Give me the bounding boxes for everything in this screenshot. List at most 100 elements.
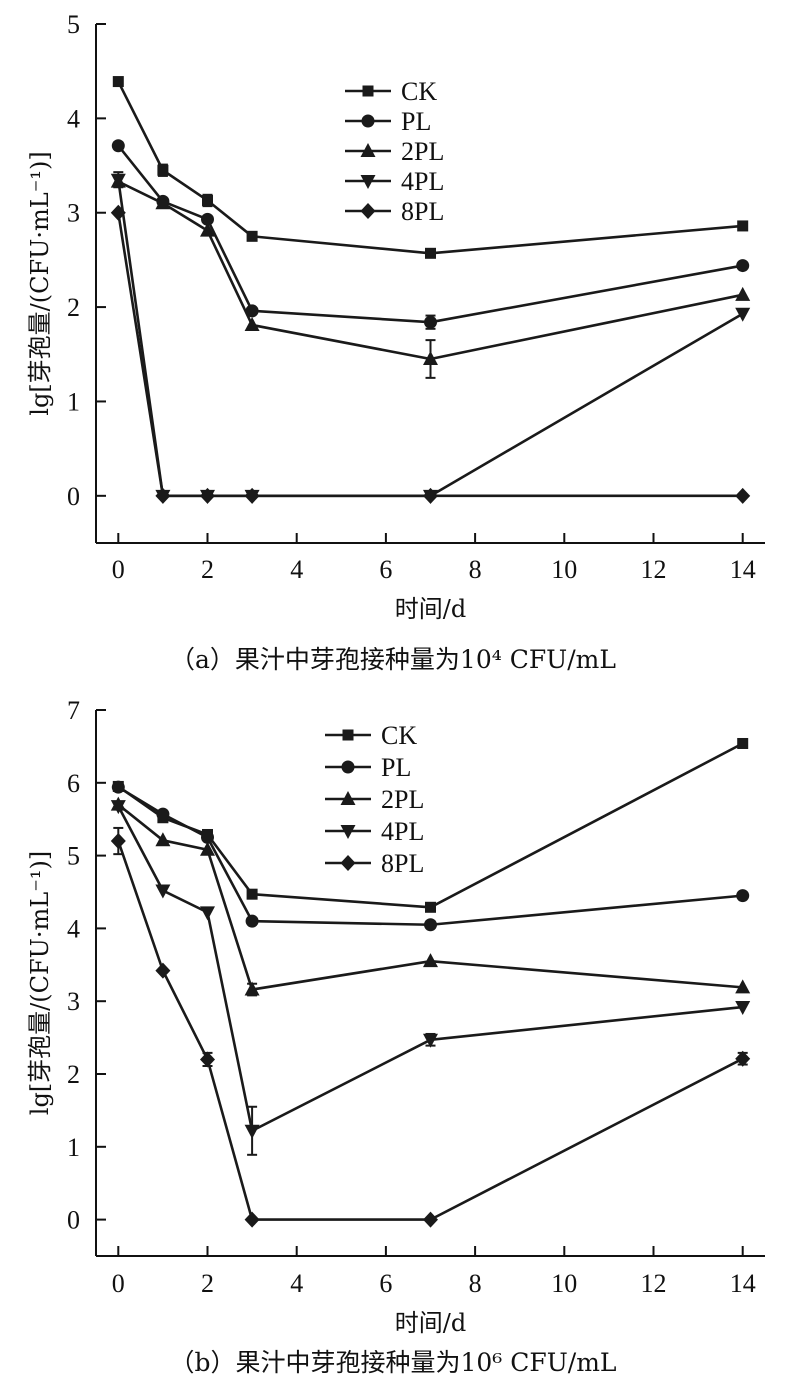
data-point [200,841,215,856]
legend-marker [360,203,376,219]
y-tick-label: 3 [67,199,80,228]
y-tick-label: 1 [67,1133,80,1162]
legend-marker [342,729,354,741]
x-tick-label: 2 [201,555,214,584]
data-point [244,981,260,996]
data-point [423,1211,438,1228]
data-point [736,889,750,903]
series-2pl [110,173,751,379]
legend-label: PL [381,753,411,782]
legend-label: 8PL [381,849,424,878]
data-point [155,884,171,899]
data-point [244,1124,260,1139]
legend-item-4pl: 4PL [345,167,444,196]
chart-panel-b: 0 1 2 3 4 5 6 7 0 2 4 6 8 10 12 14 时间/d lg[芽孢量/(CFU·mL⁻¹)… [0,690,787,1385]
legend-label: CK [381,721,417,750]
data-point [246,888,258,900]
data-point [110,833,126,850]
legend-item-2pl: 2PL [345,137,444,166]
data-point [200,906,215,921]
y-tick-label: 6 [67,769,80,798]
series-pl [111,780,750,932]
series-line [117,803,743,991]
legend-item-ck: CK [325,721,417,750]
data-point [423,487,438,504]
figure-caption: （a）果汁中芽孢接种量为10⁴ CFU/mL [170,645,616,674]
x-tick-label: 6 [379,1269,392,1298]
series-4pl [110,800,751,1156]
legend-marker [360,143,376,157]
data-point [110,204,126,221]
data-point [156,807,170,821]
x-tick-label: 8 [469,1269,482,1298]
y-tick-label: 4 [67,104,80,133]
data-point [246,230,258,242]
legend-label: 8PL [401,197,444,226]
data-point [735,487,751,504]
legend-item-8pl: 8PL [325,849,424,878]
legend-label: CK [401,77,437,106]
data-point [423,350,438,365]
legend-label: PL [401,107,431,136]
data-point [110,800,126,815]
x-tick-label: 0 [112,1269,125,1298]
data-point [112,76,124,88]
data-point [155,195,171,210]
x-axis-title: 时间/d [395,595,466,623]
data-point [735,307,751,322]
data-point [736,259,750,273]
series-8pl [110,826,751,1228]
data-point [425,901,436,913]
y-tick-label: 2 [67,1060,80,1089]
legend-marker [340,825,356,839]
data-point [735,1001,751,1016]
figure-caption: （b）果汁中芽孢接种量为10⁶ CFU/mL [169,1348,616,1377]
y-tick-label: 4 [67,914,80,943]
series-ck [112,76,749,259]
series-8pl [110,204,751,504]
data-point [737,737,749,749]
data-point [244,317,260,332]
data-point [244,487,260,504]
legend-item-2pl: 2PL [325,785,424,814]
data-point [201,212,214,226]
x-tick-label: 12 [641,1269,667,1298]
data-point [245,914,259,928]
series-2pl [110,796,751,997]
data-point [200,487,215,504]
legend-marker [361,114,375,128]
data-point [735,979,751,994]
legend-marker [360,175,376,189]
legend-marker [341,760,355,774]
series-line [117,805,743,1133]
data-point [424,315,437,329]
data-point [110,173,126,188]
x-tick-label: 10 [551,1269,577,1298]
data-point [423,953,438,968]
y-tick-label: 5 [67,10,80,39]
x-tick-label: 8 [469,555,482,584]
data-point [111,780,125,794]
y-tick-label: 5 [67,842,80,871]
series-line [117,144,743,324]
data-point [155,962,171,979]
x-tick-label: 4 [290,1269,303,1298]
x-tick-label: 10 [551,555,577,584]
data-point [200,222,215,237]
legend-item-4pl: 4PL [325,817,424,846]
legend-label: 4PL [381,817,424,846]
y-tick-label: 0 [67,482,80,511]
x-tick-label: 4 [290,555,303,584]
x-tick-label: 2 [201,1269,214,1298]
data-point [424,918,437,932]
legend-item-ck: CK [345,77,437,106]
y-axis-title: lg[芽孢量/(CFU·mL⁻¹)] [26,851,54,1115]
legend-item-pl: PL [345,107,431,136]
data-point [201,830,214,844]
data-point [155,832,171,847]
legend-marker [362,85,374,97]
chart-panel-a: 0 1 2 3 4 5 0 2 4 6 8 10 12 14 时间/d lg[芽孢量/(CFU·mL⁻¹)] （… [0,0,787,690]
y-tick-label: 0 [67,1206,80,1235]
